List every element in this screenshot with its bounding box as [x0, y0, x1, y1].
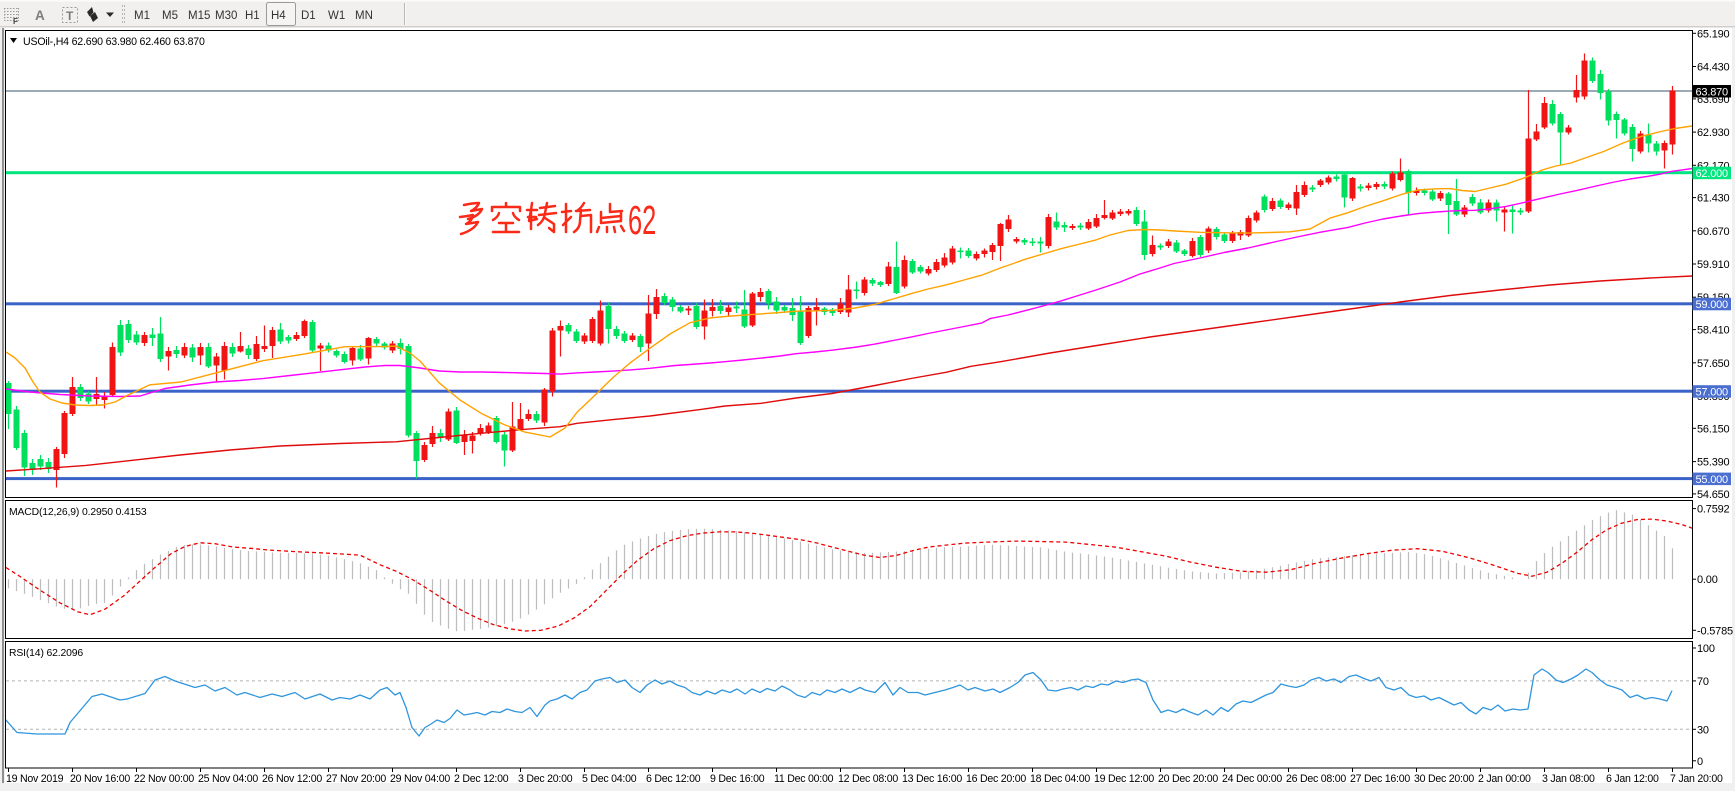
- svg-text:H1: H1: [245, 10, 260, 22]
- svg-text:MN: MN: [355, 10, 373, 22]
- svg-text:0.7592: 0.7592: [1697, 504, 1730, 516]
- svg-text:USOil-,H4 62.690 63.980 62.46: USOil-,H4 62.690 63.980 62.460 63.870: [23, 36, 205, 48]
- svg-text:F: F: [13, 17, 18, 26]
- svg-text:2 Dec 12:00: 2 Dec 12:00: [454, 773, 509, 785]
- svg-text:5 Dec 04:00: 5 Dec 04:00: [582, 773, 637, 785]
- svg-text:58.410: 58.410: [1697, 325, 1730, 337]
- svg-text:12 Dec 08:00: 12 Dec 08:00: [838, 773, 898, 785]
- svg-text:6 Jan 12:00: 6 Jan 12:00: [1606, 773, 1659, 785]
- svg-text:54.650: 54.650: [1697, 489, 1730, 501]
- svg-text:24 Dec 00:00: 24 Dec 00:00: [1222, 773, 1282, 785]
- svg-text:19 Nov 2019: 19 Nov 2019: [6, 773, 64, 785]
- svg-text:M15: M15: [188, 10, 210, 22]
- svg-text:3 Dec 20:00: 3 Dec 20:00: [518, 773, 573, 785]
- svg-text:7 Jan 20:00: 7 Jan 20:00: [1670, 773, 1723, 785]
- svg-text:13 Dec 16:00: 13 Dec 16:00: [902, 773, 962, 785]
- svg-text:63.870: 63.870: [1696, 86, 1729, 98]
- svg-text:MACD(12,26,9) 0.2950 0.4153: MACD(12,26,9) 0.2950 0.4153: [9, 507, 147, 518]
- svg-text:D1: D1: [301, 10, 316, 22]
- svg-text:59.910: 59.910: [1697, 259, 1730, 271]
- svg-text:0: 0: [1697, 756, 1703, 768]
- svg-text:62.000: 62.000: [1696, 168, 1729, 180]
- svg-text:22 Nov 00:00: 22 Nov 00:00: [134, 773, 194, 785]
- svg-text:55.390: 55.390: [1697, 457, 1730, 469]
- svg-text:6 Dec 12:00: 6 Dec 12:00: [646, 773, 701, 785]
- svg-text:-0.5785: -0.5785: [1697, 625, 1733, 637]
- svg-text:30: 30: [1697, 724, 1709, 736]
- svg-text:11 Dec 00:00: 11 Dec 00:00: [774, 773, 834, 785]
- svg-text:57.000: 57.000: [1696, 387, 1729, 399]
- svg-text:3 Jan 08:00: 3 Jan 08:00: [1542, 773, 1595, 785]
- svg-text:20 Dec 20:00: 20 Dec 20:00: [1158, 773, 1218, 785]
- svg-text:20 Nov 16:00: 20 Nov 16:00: [70, 773, 130, 785]
- svg-text:16 Dec 20:00: 16 Dec 20:00: [966, 773, 1026, 785]
- svg-text:27 Dec 16:00: 27 Dec 16:00: [1350, 773, 1410, 785]
- svg-text:M1: M1: [134, 10, 150, 22]
- svg-text:M5: M5: [162, 10, 178, 22]
- svg-text:19 Dec 12:00: 19 Dec 12:00: [1094, 773, 1154, 785]
- svg-text:57.650: 57.650: [1697, 358, 1730, 370]
- svg-text:55.000: 55.000: [1696, 474, 1729, 486]
- svg-text:RSI(14) 62.2096: RSI(14) 62.2096: [9, 648, 83, 659]
- svg-text:56.150: 56.150: [1697, 423, 1730, 435]
- svg-text:18 Dec 04:00: 18 Dec 04:00: [1030, 773, 1090, 785]
- svg-text:70: 70: [1697, 676, 1709, 688]
- svg-text:59.000: 59.000: [1696, 299, 1729, 311]
- svg-text:9 Dec 16:00: 9 Dec 16:00: [710, 773, 765, 785]
- svg-text:30 Dec 20:00: 30 Dec 20:00: [1414, 773, 1474, 785]
- svg-text:61.430: 61.430: [1697, 193, 1730, 205]
- svg-text:62: 62: [628, 198, 656, 244]
- svg-text:27 Nov 20:00: 27 Nov 20:00: [326, 773, 386, 785]
- svg-text:2 Jan 00:00: 2 Jan 00:00: [1478, 773, 1531, 785]
- svg-text:26 Nov 12:00: 26 Nov 12:00: [262, 773, 322, 785]
- svg-text:W1: W1: [328, 10, 345, 22]
- svg-text:29 Nov 04:00: 29 Nov 04:00: [390, 773, 450, 785]
- svg-text:T: T: [66, 9, 74, 23]
- svg-text:0.00: 0.00: [1697, 574, 1718, 586]
- svg-text:26 Dec 08:00: 26 Dec 08:00: [1286, 773, 1346, 785]
- svg-text:60.670: 60.670: [1697, 226, 1730, 238]
- svg-text:M30: M30: [215, 10, 237, 22]
- svg-text:62.930: 62.930: [1697, 127, 1730, 139]
- svg-text:65.190: 65.190: [1697, 28, 1730, 40]
- svg-text:25 Nov 04:00: 25 Nov 04:00: [198, 773, 258, 785]
- svg-text:A: A: [35, 8, 45, 23]
- svg-text:64.430: 64.430: [1697, 62, 1730, 74]
- svg-text:H4: H4: [271, 10, 286, 22]
- svg-text:100: 100: [1697, 643, 1715, 655]
